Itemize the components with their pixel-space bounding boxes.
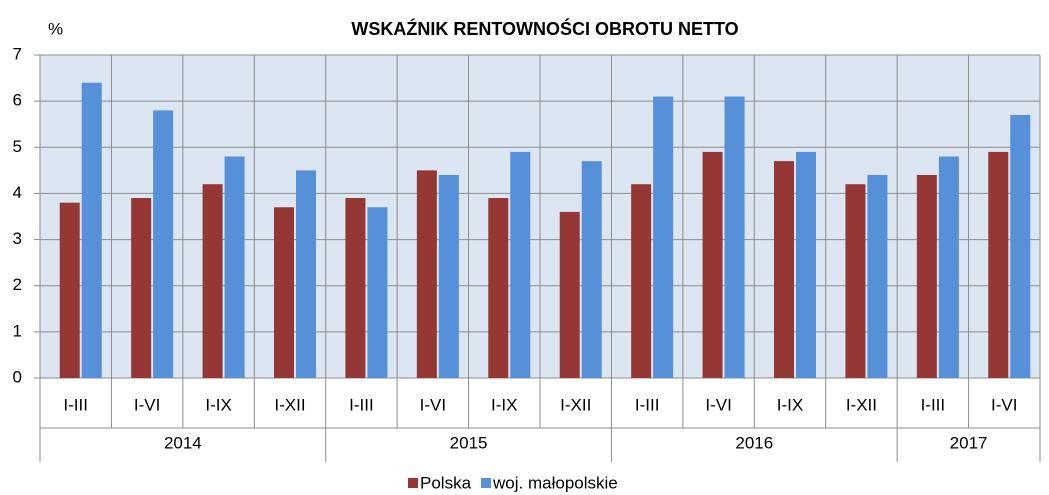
group-label: 2016	[735, 433, 773, 452]
bar	[345, 198, 366, 378]
bar	[845, 184, 866, 378]
bar	[367, 207, 388, 378]
bar	[653, 96, 674, 379]
bar	[559, 211, 580, 378]
group-label: 2017	[950, 433, 988, 452]
bar	[581, 161, 602, 378]
legend-label: Polska	[420, 473, 472, 492]
x-tick-label: I-III	[349, 395, 374, 414]
y-axis-label: %	[48, 19, 63, 38]
bar	[488, 198, 509, 378]
bar	[796, 151, 816, 378]
group-label: 2014	[164, 433, 202, 452]
x-tick-label: I-III	[921, 395, 946, 414]
x-tick-label: I-VI	[420, 395, 446, 414]
y-tick-label: 3	[13, 229, 22, 248]
bar	[774, 161, 794, 378]
bar	[724, 96, 745, 379]
bar	[274, 207, 294, 378]
bar	[631, 184, 652, 378]
y-tick-label: 6	[13, 91, 22, 110]
y-tick-label: 5	[13, 137, 22, 156]
bar	[867, 174, 888, 378]
bar	[988, 151, 1009, 378]
y-tick-label: 2	[13, 275, 22, 294]
chart-title: WSKAŹNIK RENTOWNOŚCI OBROTU NETTO	[351, 18, 738, 39]
bar	[438, 174, 459, 378]
x-tick-label: I-VI	[991, 395, 1017, 414]
group-label: 2015	[450, 433, 488, 452]
x-tick-label: I-VI	[134, 395, 160, 414]
x-tick-label: I-IX	[777, 395, 803, 414]
bar	[296, 170, 316, 378]
y-tick-label: 7	[13, 44, 22, 63]
bar	[916, 174, 937, 378]
x-tick-label: I-IX	[205, 395, 231, 414]
bar	[938, 156, 959, 378]
x-tick-label: I-III	[63, 395, 88, 414]
x-tick-label: I-III	[635, 395, 660, 414]
bar	[416, 170, 437, 378]
bar	[1010, 114, 1031, 378]
bar	[702, 151, 723, 378]
y-tick-label: 0	[13, 367, 22, 386]
x-tick-label: I-IX	[491, 395, 517, 414]
x-tick-label: I-XII	[846, 395, 877, 414]
y-tick-label: 1	[13, 321, 22, 340]
x-tick-label: I-XII	[274, 395, 305, 414]
legend-label: woj. małopolskie	[492, 473, 618, 492]
x-tick-label: I-XII	[560, 395, 591, 414]
y-tick-label: 4	[13, 183, 22, 202]
legend-swatch	[408, 478, 418, 488]
bar	[202, 184, 223, 378]
bar	[153, 110, 174, 378]
bar	[59, 202, 80, 378]
legend-swatch	[481, 478, 492, 488]
bar	[81, 82, 102, 378]
x-tick-label: I-VI	[705, 395, 731, 414]
bar	[510, 151, 531, 378]
bar	[224, 156, 245, 378]
bar	[131, 198, 152, 378]
